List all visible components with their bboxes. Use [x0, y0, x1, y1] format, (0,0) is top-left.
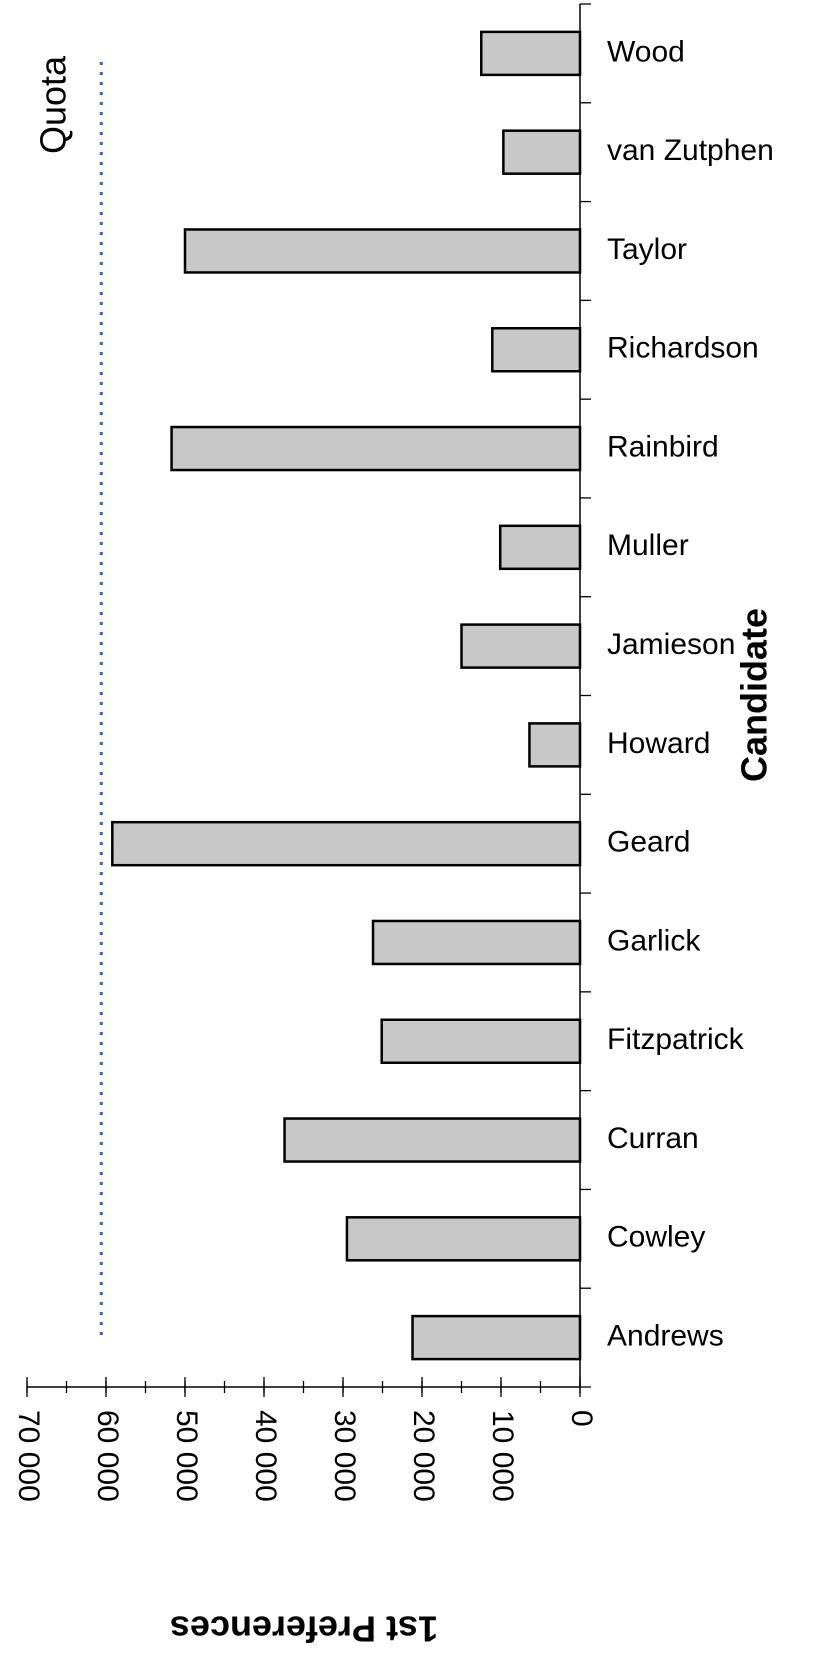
- value-tick-label: 40 000: [249, 1410, 282, 1502]
- value-tick-labels: 0 10 000 20 000 30 000 40 000 50 000 60 000 70 …: [12, 1410, 598, 1502]
- bar: [371, 919, 582, 966]
- bar: [460, 623, 582, 669]
- bar: [283, 1117, 582, 1163]
- category-label: Taylor: [607, 233, 687, 266]
- value-tick-label: 70 000: [12, 1410, 45, 1502]
- category-label: Fitzpatrick: [607, 1023, 745, 1056]
- bar: [528, 722, 582, 768]
- category-axis-title: Candidate: [734, 608, 775, 782]
- bar: [502, 129, 582, 175]
- category-label: Muller: [607, 529, 689, 562]
- bar: [380, 1018, 582, 1064]
- value-axis-title: 1st Preferences: [170, 1608, 438, 1649]
- bar: [498, 524, 582, 571]
- value-tick-label: 20 000: [407, 1410, 440, 1502]
- bars: [111, 30, 582, 1361]
- bar: [480, 30, 582, 77]
- category-labels: Andrews Cowley Curran Fitzpatrick Garlick Gea…: [607, 35, 774, 1352]
- value-tick-label: 50 000: [170, 1410, 203, 1502]
- bar: [345, 1216, 582, 1262]
- category-label: Andrews: [607, 1320, 724, 1353]
- category-label: Rainbird: [607, 430, 719, 463]
- value-tick-label: 30 000: [328, 1410, 361, 1502]
- category-label: Jamieson: [607, 628, 735, 661]
- value-tick-label: 60 000: [91, 1410, 124, 1502]
- category-label: Cowley: [607, 1221, 705, 1254]
- bar: [411, 1314, 582, 1361]
- category-label: Geard: [607, 826, 690, 859]
- bar: [491, 327, 582, 373]
- category-label: Curran: [607, 1122, 699, 1155]
- value-tick-label: 10 000: [486, 1410, 519, 1502]
- category-label: Garlick: [607, 924, 701, 957]
- bar: [183, 228, 582, 274]
- tick-marks: [26, 3, 591, 1397]
- category-label: Howard: [607, 727, 710, 760]
- category-label: van Zutphen: [607, 134, 774, 167]
- bar: [111, 820, 582, 867]
- category-label: Wood: [607, 35, 685, 68]
- bar: [170, 425, 582, 472]
- quota-label: Quota: [33, 55, 74, 154]
- category-label: Richardson: [607, 332, 759, 365]
- value-tick-label: 0: [565, 1410, 598, 1427]
